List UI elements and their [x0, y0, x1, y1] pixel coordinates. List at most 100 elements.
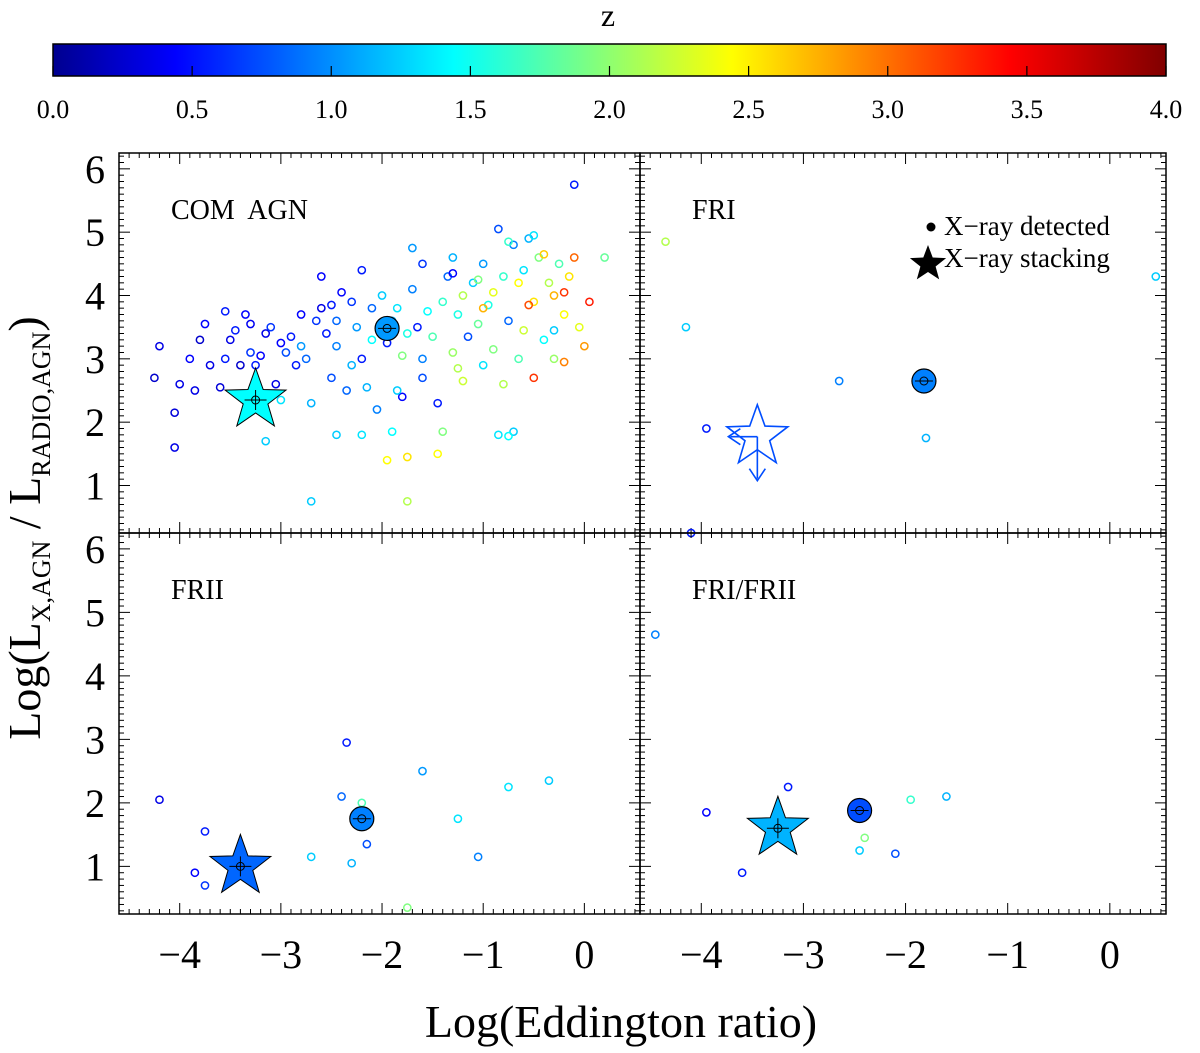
data-point: [397, 351, 407, 361]
data-point: [337, 792, 346, 801]
data-point: [549, 354, 559, 364]
y-tick-label: 6: [85, 147, 105, 192]
data-point: [834, 376, 844, 386]
y-tick-label: 5: [85, 210, 105, 255]
data-point: [448, 253, 458, 262]
y-tick-label: 1: [85, 464, 105, 509]
data-point: [392, 303, 402, 313]
data-point: [337, 287, 346, 297]
mean-detected-marker: [374, 315, 400, 342]
data-point: [509, 427, 518, 437]
panel-4: FRI/FRII: [639, 532, 1167, 915]
axis-tick-labels: −4 −3 −2 −1 0 −4 −3 −2 −1 0 1 2 3 4 5 6 1 2 3 4 5 6: [85, 147, 1120, 977]
y-tick-label: 2: [85, 400, 105, 445]
data-point: [281, 348, 291, 357]
legend-stacking-label: X−ray stacking: [944, 243, 1110, 273]
data-point: [215, 382, 225, 392]
x-tick-label: −4: [680, 932, 723, 977]
data-point: [504, 237, 513, 247]
panel-ticks: [119, 153, 640, 533]
data-point: [327, 300, 336, 310]
data-point: [377, 291, 387, 300]
data-point: [921, 433, 931, 443]
data-point: [549, 291, 559, 300]
x-axis-label: Log(Eddington ratio): [425, 996, 817, 1047]
stack-marker: [724, 402, 791, 483]
x-tick-label: −4: [158, 932, 201, 977]
data-point: [382, 455, 392, 465]
data-point: [357, 798, 367, 808]
data-point: [448, 268, 458, 278]
data-point: [170, 408, 179, 418]
data-point: [418, 259, 427, 269]
colorbar-tick-label: 3.5: [1011, 95, 1044, 124]
panel-frame: [639, 532, 1167, 915]
data-point: [372, 405, 382, 414]
data-point: [261, 436, 271, 446]
data-point: [306, 852, 316, 862]
y-tick-label: 4: [85, 274, 105, 319]
data-point: [478, 259, 488, 269]
data-point: [408, 284, 417, 294]
data-point: [246, 319, 255, 329]
data-point: [155, 795, 164, 805]
data-point: [301, 354, 311, 364]
data-point: [463, 332, 473, 342]
colorbar-tick-label: 2.0: [593, 95, 626, 124]
data-point: [332, 430, 341, 440]
colorbar-tick-label: 0.5: [176, 95, 209, 124]
data-point: [906, 795, 916, 805]
data-point: [942, 792, 951, 801]
data-point: [519, 265, 529, 275]
legend-detected-label: X−ray detected: [944, 211, 1110, 241]
upper-limit-arrowhead: [748, 468, 767, 483]
data-point: [783, 782, 793, 792]
data-point: [230, 325, 240, 335]
data-point: [529, 230, 539, 240]
scatter-series: [650, 630, 951, 878]
data-point: [433, 398, 443, 408]
data-point: [402, 496, 412, 506]
colorbar-tick-label: 4.0: [1150, 95, 1183, 124]
data-point: [569, 180, 579, 190]
data-point: [200, 827, 210, 836]
data-point: [276, 395, 286, 405]
data-point: [392, 386, 402, 395]
data-point: [190, 386, 200, 395]
data-point: [357, 265, 367, 275]
mean-detected-marker: [911, 368, 937, 394]
data-point: [342, 386, 351, 395]
data-point: [559, 357, 569, 367]
data-point: [347, 858, 357, 868]
panel-ticks: [640, 533, 1166, 914]
colorbar-ticks: 0.0 0.5 1.0 1.5 2.0 2.5 3.0 3.5 4.0: [37, 66, 1183, 124]
data-point: [352, 322, 362, 332]
data-point: [266, 322, 276, 332]
data-point: [423, 306, 432, 316]
data-point: [539, 249, 549, 259]
data-point: [585, 297, 594, 307]
data-point: [569, 253, 579, 262]
data-point: [271, 379, 281, 389]
y-axis-label-main: Log(L: [0, 622, 50, 740]
panel-title: FRI/FRII: [692, 575, 796, 606]
data-point: [402, 452, 412, 462]
data-point: [504, 782, 513, 792]
data-point: [296, 310, 306, 319]
data-point: [478, 303, 488, 313]
data-point: [458, 291, 468, 300]
data-point: [458, 376, 468, 386]
data-point: [448, 348, 458, 357]
data-point: [488, 287, 498, 297]
data-point: [236, 360, 245, 370]
colorbar-label: z: [601, 0, 615, 33]
data-point: [559, 287, 569, 297]
y-tick-label: 5: [85, 590, 105, 635]
data-point: [367, 335, 377, 345]
data-point: [539, 335, 549, 345]
data-point: [494, 224, 503, 234]
colorbar-tick-label: 1.5: [454, 95, 487, 124]
data-point: [504, 316, 513, 326]
colorbar-tick-label: 0.0: [37, 95, 70, 124]
x-tick-label: 0: [1100, 932, 1120, 977]
